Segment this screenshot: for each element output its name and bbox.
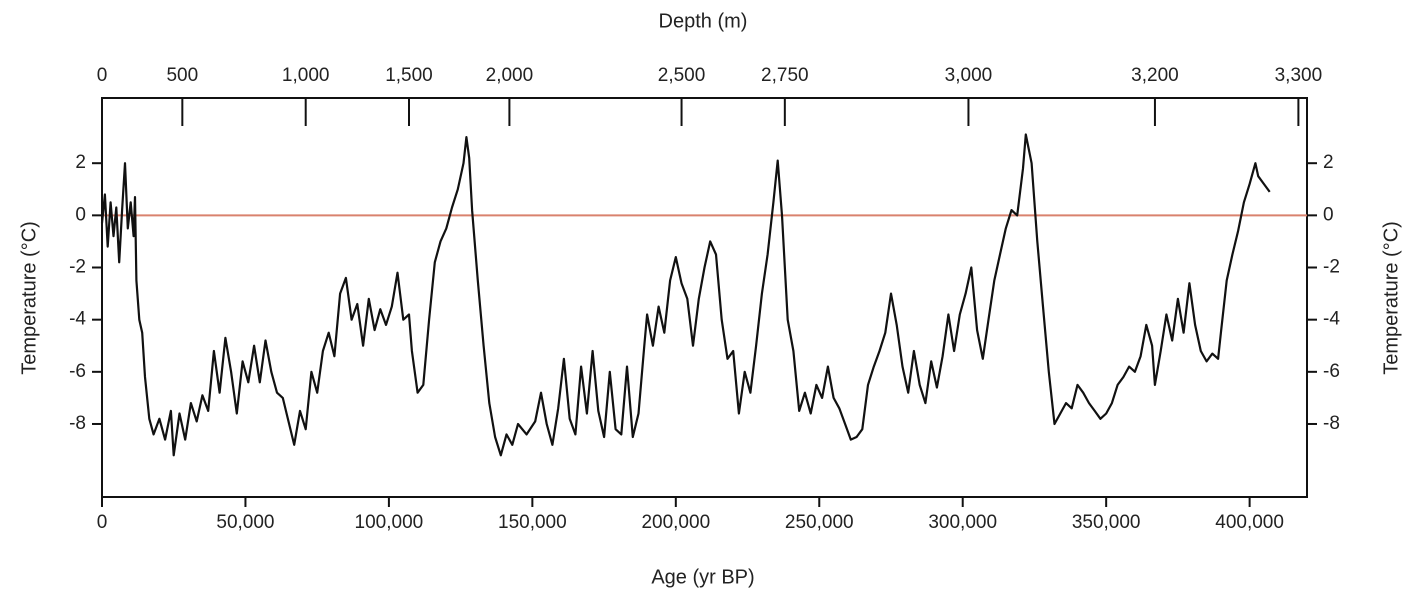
top-axis-title: Depth (m) (659, 10, 748, 32)
x-tick-label: 150,000 (498, 512, 567, 533)
y2-tick-label: -6 (1323, 361, 1340, 382)
y-axis-title: Temperature (°C) (18, 221, 40, 375)
y-tick-label: -6 (69, 361, 86, 382)
x-tick-label: 200,000 (641, 512, 710, 533)
y-tick-label: -4 (69, 309, 86, 330)
x-axis-title: Age (yr BP) (651, 566, 754, 588)
y2-axis-title: Temperature (°C) (1380, 221, 1402, 375)
top-tick-label: 2,000 (486, 65, 534, 86)
top-tick-label: 0 (97, 65, 108, 86)
x-tick-label: 50,000 (216, 512, 274, 533)
data-line (100, 133, 1271, 457)
x-tick-label: 250,000 (785, 512, 854, 533)
y2-tick-label: -4 (1323, 309, 1340, 330)
y-tick-label: 2 (75, 152, 86, 173)
x-tick-label: 350,000 (1072, 512, 1141, 533)
top-tick-label: 1,000 (282, 65, 330, 86)
top-tick-label: 3,300 (1275, 65, 1323, 86)
y2-tick-label: -8 (1323, 413, 1340, 434)
y2-tick-label: 0 (1323, 204, 1334, 225)
plot-frame (101, 97, 1308, 498)
y2-tick-label: -2 (1323, 257, 1340, 278)
x-tick-label: 0 (97, 512, 108, 533)
top-tick-label: 2,750 (761, 65, 809, 86)
top-tick-label: 1,500 (385, 65, 433, 86)
x-tick-label: 100,000 (355, 512, 424, 533)
top-tick-label: 2,500 (658, 65, 706, 86)
y-tick-label: -2 (69, 257, 86, 278)
top-tick-label: 3,200 (1131, 65, 1179, 86)
y-tick-label: 0 (75, 204, 86, 225)
top-tick-label: 3,000 (945, 65, 993, 86)
top-tick-label: 500 (166, 65, 198, 86)
y2-tick-label: 2 (1323, 152, 1334, 173)
y-tick-label: -8 (69, 413, 86, 434)
x-tick-label: 400,000 (1215, 512, 1284, 533)
x-tick-label: 300,000 (928, 512, 997, 533)
